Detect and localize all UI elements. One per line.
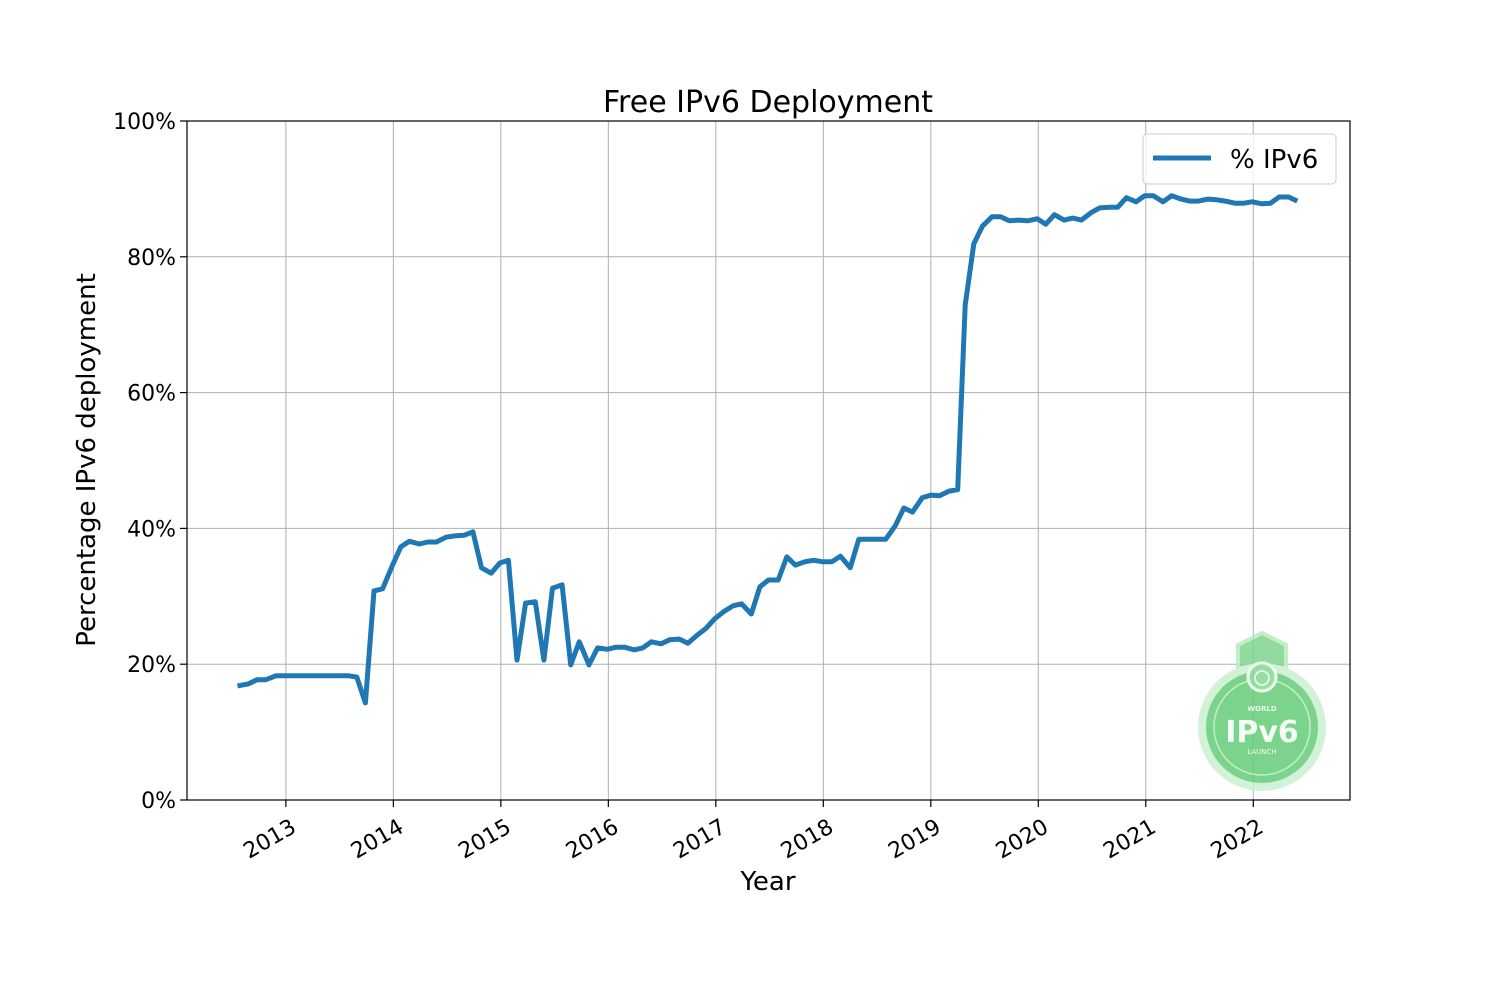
- logo-main-text: IPv6: [1225, 715, 1299, 750]
- y-tick-label: 60%: [127, 382, 176, 407]
- y-tick-label: 20%: [127, 653, 176, 678]
- lock-icon: [1248, 663, 1276, 691]
- x-axis-label: Year: [739, 867, 795, 897]
- y-tick-label: 0%: [141, 789, 176, 814]
- y-tick-label: 80%: [127, 246, 176, 271]
- logo-bottom-text: LAUNCH: [1247, 748, 1276, 756]
- y-tick-label: 100%: [113, 110, 176, 135]
- legend: % IPv6: [1143, 134, 1336, 184]
- y-axis-label: Percentage IPv6 deployment: [72, 273, 102, 647]
- y-tick-label: 40%: [127, 517, 176, 542]
- chart-title: Free IPv6 Deployment: [603, 85, 933, 120]
- logo-top-text: WORLD: [1247, 705, 1277, 713]
- legend-label: % IPv6: [1230, 145, 1318, 175]
